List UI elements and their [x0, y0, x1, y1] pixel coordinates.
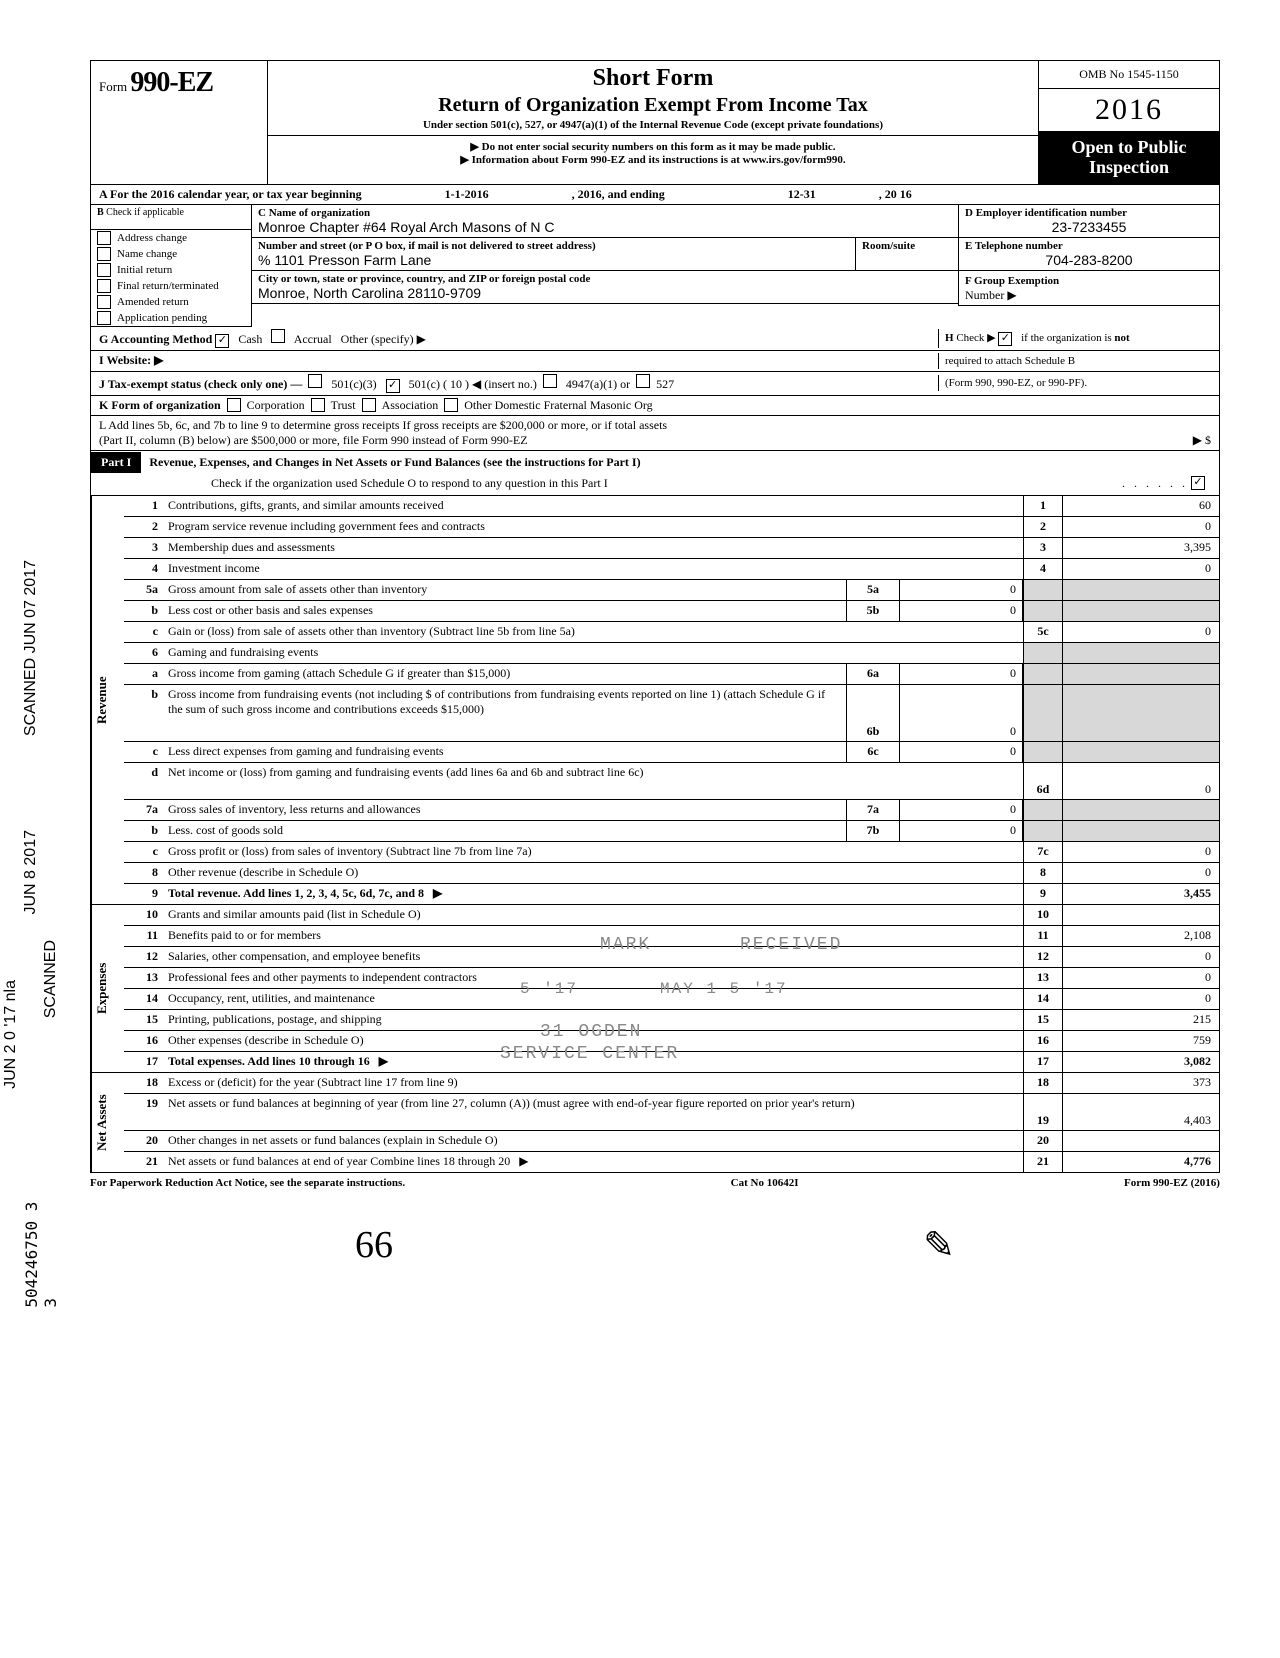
stamp-mark: MARK — [600, 935, 651, 955]
expense-label: Expenses — [91, 905, 124, 1072]
org-city: Monroe, North Carolina 28110-9709 — [258, 285, 952, 301]
stamp-jun20: JUN 2 0 '17 nla — [2, 980, 20, 1089]
stamp-ogden: 31 OGDEN — [540, 1022, 642, 1042]
checkbox-assoc[interactable] — [362, 398, 376, 412]
stamp-may15: MAY 1 5 '17 — [660, 980, 788, 998]
phone: 704-283-8200 — [965, 252, 1213, 268]
checkbox-final[interactable] — [97, 279, 111, 293]
form-no: Form 990-EZ (2016) — [1124, 1177, 1220, 1189]
row-i: I Website: ▶ required to attach Schedule… — [90, 351, 1220, 372]
org-name: Monroe Chapter #64 Royal Arch Masons of … — [258, 219, 952, 235]
checkbox-sched-o[interactable]: ✓ — [1191, 476, 1205, 490]
title-block: Short Form Return of Organization Exempt… — [268, 61, 1039, 184]
ssn-note: ▶ Do not enter social security numbers o… — [268, 135, 1038, 153]
form-label-cell: Form 990-EZ — [91, 61, 268, 184]
signature-1: 66 — [355, 1223, 393, 1268]
checkbox-501c[interactable]: ✓ — [386, 379, 400, 393]
col-b: B Check if applicable Address change Nam… — [91, 205, 252, 327]
short-form-title: Short Form — [276, 65, 1030, 92]
stamp-scanned-jun07: SCANNED JUN 07 2017 — [22, 560, 40, 736]
checkbox-amended[interactable] — [97, 295, 111, 309]
stamp-jun8: JUN 8 2017 — [22, 830, 40, 915]
checkbox-name[interactable] — [97, 247, 111, 261]
checkbox-501c3[interactable] — [308, 374, 322, 388]
tax-year: 2016 — [1039, 89, 1219, 132]
stamp-numbers: 504246750 3 3 — [22, 1200, 60, 1308]
checkbox-corp[interactable] — [227, 398, 241, 412]
checkbox-h[interactable]: ✓ — [998, 332, 1012, 346]
info-note: ▶ Information about Form 990-EZ and its … — [276, 153, 1030, 166]
omb-label: OMB No 1545-1150 — [1039, 61, 1219, 89]
checkbox-4947[interactable] — [543, 374, 557, 388]
paperwork-note: For Paperwork Reduction Act Notice, see … — [90, 1177, 405, 1189]
part1-header: Part I Revenue, Expenses, and Changes in… — [90, 451, 1220, 496]
section-bcde: B Check if applicable Address change Nam… — [90, 205, 1220, 327]
form-id: 990-EZ — [130, 67, 213, 98]
checkbox-pending[interactable] — [97, 311, 111, 325]
return-title: Return of Organization Exempt From Incom… — [276, 94, 1030, 117]
checkbox-cash[interactable]: ✓ — [215, 334, 229, 348]
row-g: G Accounting Method ✓ Cash Accrual Other… — [90, 327, 1220, 351]
org-address: % 1101 Presson Farm Lane — [258, 252, 849, 268]
stamp-received: RECEIVED — [740, 935, 842, 955]
row-j: J Tax-exempt status (check only one) — 5… — [90, 372, 1220, 396]
checkbox-initial[interactable] — [97, 263, 111, 277]
part1-title: Revenue, Expenses, and Changes in Net As… — [141, 451, 648, 474]
checkbox-address[interactable] — [97, 231, 111, 245]
open-public: Open to Public Inspection — [1039, 132, 1219, 184]
footer: For Paperwork Reduction Act Notice, see … — [90, 1173, 1220, 1193]
part1-label: Part I — [91, 452, 141, 473]
stamp-may17: 5 '17 — [520, 980, 578, 998]
form-header: Form 990-EZ Short Form Return of Organiz… — [90, 60, 1220, 185]
checkbox-527[interactable] — [636, 374, 650, 388]
stamp-scanned2: SCANNED — [42, 940, 60, 1018]
revenue-label: Revenue — [91, 496, 124, 904]
signature-2: ✎ — [923, 1223, 955, 1268]
row-l: L Add lines 5b, 6c, and 7b to line 9 to … — [90, 416, 1220, 451]
net-label: Net Assets — [91, 1073, 124, 1172]
stamp-service: SERVICE CENTER — [500, 1044, 679, 1064]
ein: 23-7233455 — [965, 219, 1213, 235]
cat-no: Cat No 10642I — [731, 1177, 799, 1189]
checkbox-trust[interactable] — [311, 398, 325, 412]
checkbox-accrual[interactable] — [271, 329, 285, 343]
checkbox-other[interactable] — [444, 398, 458, 412]
part1-table: Revenue 1Contributions, gifts, grants, a… — [90, 496, 1220, 1173]
row-a: A For the 2016 calendar year, or tax yea… — [90, 185, 1220, 205]
form-prefix: Form — [99, 79, 127, 94]
subtitle: Under section 501(c), 527, or 4947(a)(1)… — [276, 119, 1030, 131]
h-check: H Check ▶ ✓ if the organization is not — [938, 329, 1211, 348]
row-k: K Form of organization Corporation Trust… — [90, 396, 1220, 416]
right-head: OMB No 1545-1150 2016 Open to Public Ins… — [1039, 61, 1219, 184]
